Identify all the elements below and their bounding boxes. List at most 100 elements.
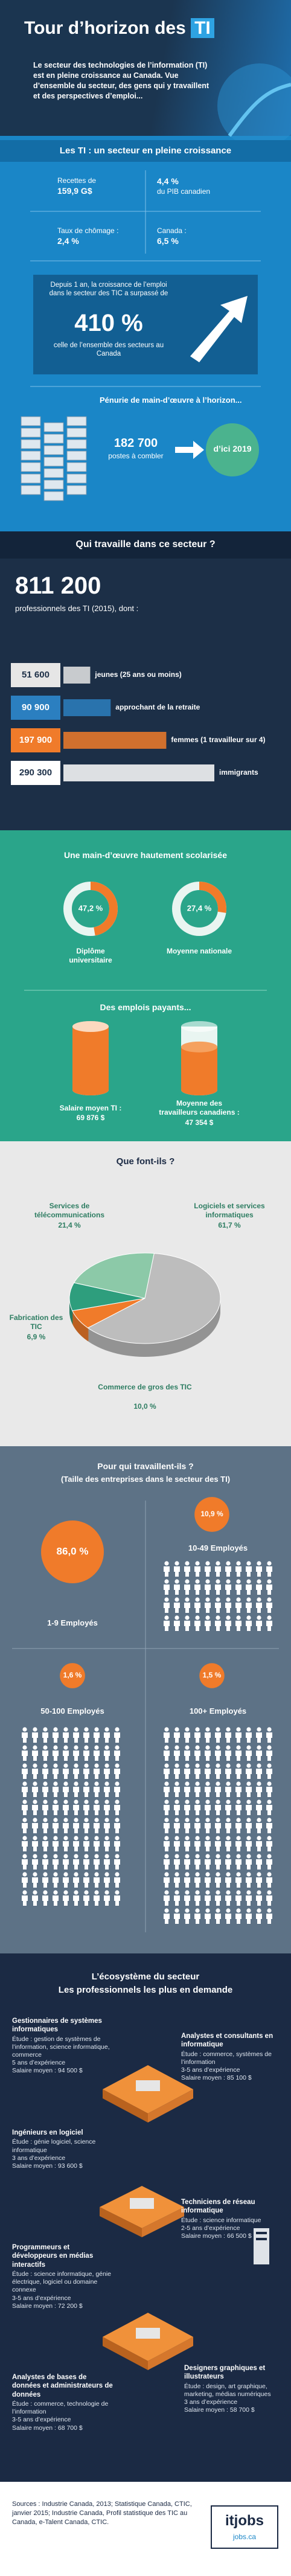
job-experience: 5 ans d’expérience bbox=[12, 2059, 66, 2067]
firm-value: 1,6 % bbox=[63, 1671, 82, 1679]
person-icon bbox=[225, 1854, 231, 1870]
bar-value: 197 900 bbox=[19, 735, 52, 745]
employment-value: 410 % bbox=[74, 310, 143, 336]
job-experience: 2-5 ans d’expérience bbox=[181, 2224, 240, 2232]
person-icon bbox=[235, 1579, 241, 1595]
firm-label: 1-9 Employés bbox=[47, 1618, 98, 1627]
person-icon bbox=[225, 1836, 231, 1851]
job-study: Étude : génie logiciel, science informat… bbox=[12, 2138, 96, 2154]
person-icon bbox=[256, 1615, 262, 1631]
stat-label: du PIB canadien bbox=[157, 187, 211, 196]
person-icon bbox=[225, 1818, 231, 1833]
person-icon bbox=[32, 1781, 38, 1797]
person-icon bbox=[256, 1836, 262, 1851]
person-icon bbox=[205, 1745, 211, 1761]
person-icon bbox=[246, 1763, 252, 1779]
stat-label: Taux de chômage : bbox=[57, 226, 119, 235]
growth-band bbox=[0, 140, 291, 162]
person-icon bbox=[174, 1908, 180, 1924]
firm-label: 100+ Employés bbox=[189, 1706, 247, 1716]
person-icon bbox=[235, 1597, 241, 1613]
person-icon bbox=[164, 1836, 170, 1851]
person-icon bbox=[73, 1799, 79, 1815]
person-icon bbox=[246, 1854, 252, 1870]
person-icon bbox=[235, 1781, 241, 1797]
person-icon bbox=[205, 1727, 211, 1743]
pie-slice bbox=[69, 1282, 146, 1312]
job-study: Étude : science informatique bbox=[181, 2216, 261, 2224]
person-icon bbox=[184, 1908, 190, 1924]
person-icon bbox=[63, 1799, 69, 1815]
person-icon bbox=[225, 1579, 231, 1595]
job-experience: 3-5 ans d’expérience bbox=[181, 2066, 240, 2074]
sources: Sources : Industrie Canada, 2013; Statis… bbox=[12, 2501, 192, 2526]
person-icon bbox=[205, 1854, 211, 1870]
growth-arrow bbox=[190, 296, 248, 362]
job-study: Étude : science informatique, génie élec… bbox=[12, 2270, 112, 2294]
employment-text: Depuis 1 an, la croissance de l’emploi d… bbox=[49, 281, 168, 298]
person-icon bbox=[53, 1799, 59, 1815]
person-icon bbox=[63, 1890, 69, 1906]
person-icon bbox=[104, 1890, 110, 1906]
person-icon bbox=[194, 1597, 200, 1613]
person-icon bbox=[63, 1818, 69, 1833]
server-unit bbox=[66, 462, 87, 472]
job-study: Étude : commerce, technologie de l’infor… bbox=[12, 2400, 109, 2416]
person-icon bbox=[32, 1763, 38, 1779]
job-salary: Salaire moyen : 66 500 $ bbox=[181, 2232, 252, 2240]
person-icon bbox=[164, 1890, 170, 1906]
job-salary: Salaire moyen : 93 600 $ bbox=[12, 2162, 83, 2170]
person-icon bbox=[42, 1836, 48, 1851]
person-icon bbox=[83, 1745, 89, 1761]
person-icon bbox=[53, 1890, 59, 1906]
person-icon bbox=[174, 1836, 180, 1851]
person-icon bbox=[83, 1818, 89, 1833]
pie-label: Services de télécommunications bbox=[34, 1202, 105, 1219]
person-icon bbox=[266, 1597, 272, 1613]
cylinder-fill-top bbox=[181, 1041, 217, 1053]
section-heading: Que font-ils ? bbox=[116, 1156, 175, 1167]
job-title: Gestionnaires de systèmes informatiques bbox=[12, 2017, 102, 2034]
pie-label: Logiciels et services informatiques bbox=[194, 1202, 265, 1219]
person-icon bbox=[174, 1890, 180, 1906]
job-experience: 3-5 ans d’expérience bbox=[12, 2294, 71, 2302]
person-icon bbox=[246, 1727, 252, 1743]
cylinder-fill bbox=[181, 1046, 217, 1090]
donut-arc bbox=[172, 882, 226, 936]
person-icon bbox=[164, 1763, 170, 1779]
person-icon bbox=[42, 1818, 48, 1833]
server-unit bbox=[43, 479, 64, 490]
value-box bbox=[11, 761, 60, 785]
person-icon bbox=[164, 1561, 170, 1577]
person-icon bbox=[246, 1908, 252, 1924]
section-heading: Les TI : un secteur en pleine croissance bbox=[59, 146, 232, 156]
person-icon bbox=[256, 1854, 262, 1870]
person-icon bbox=[164, 1799, 170, 1815]
firm-circle bbox=[41, 1520, 104, 1583]
job: Analystes de bases de données et adminis… bbox=[12, 2373, 114, 2432]
job-title: Analystes de bases de données et adminis… bbox=[12, 2374, 113, 2398]
pie-slice bbox=[87, 1253, 221, 1344]
person-icon bbox=[164, 1597, 170, 1613]
server-unit bbox=[66, 485, 87, 495]
job-experience: 3 ans d’expérience bbox=[12, 2154, 66, 2162]
job: Ingénieurs en logiciel Étude : génie logi… bbox=[12, 2129, 114, 2170]
person-icon bbox=[164, 1615, 170, 1631]
person-icon bbox=[266, 1745, 272, 1761]
bar bbox=[63, 667, 91, 684]
firm-value: 86,0 % bbox=[57, 1545, 89, 1557]
server-unit bbox=[66, 439, 87, 449]
person-icon bbox=[205, 1579, 211, 1595]
person-icon bbox=[22, 1763, 28, 1779]
person-icon bbox=[235, 1836, 241, 1851]
stat-value: 2,4 % bbox=[57, 236, 79, 246]
job-study: Étude : design, art graphique, marketing… bbox=[184, 2382, 271, 2398]
person-icon bbox=[42, 1799, 48, 1815]
person-icon bbox=[215, 1908, 221, 1924]
bar-value: 90 900 bbox=[22, 702, 50, 713]
firm-circle bbox=[194, 1497, 229, 1532]
person-icon bbox=[94, 1872, 100, 1888]
person-icon bbox=[266, 1579, 272, 1595]
person-icon bbox=[83, 1872, 89, 1888]
person-icon bbox=[235, 1615, 241, 1631]
